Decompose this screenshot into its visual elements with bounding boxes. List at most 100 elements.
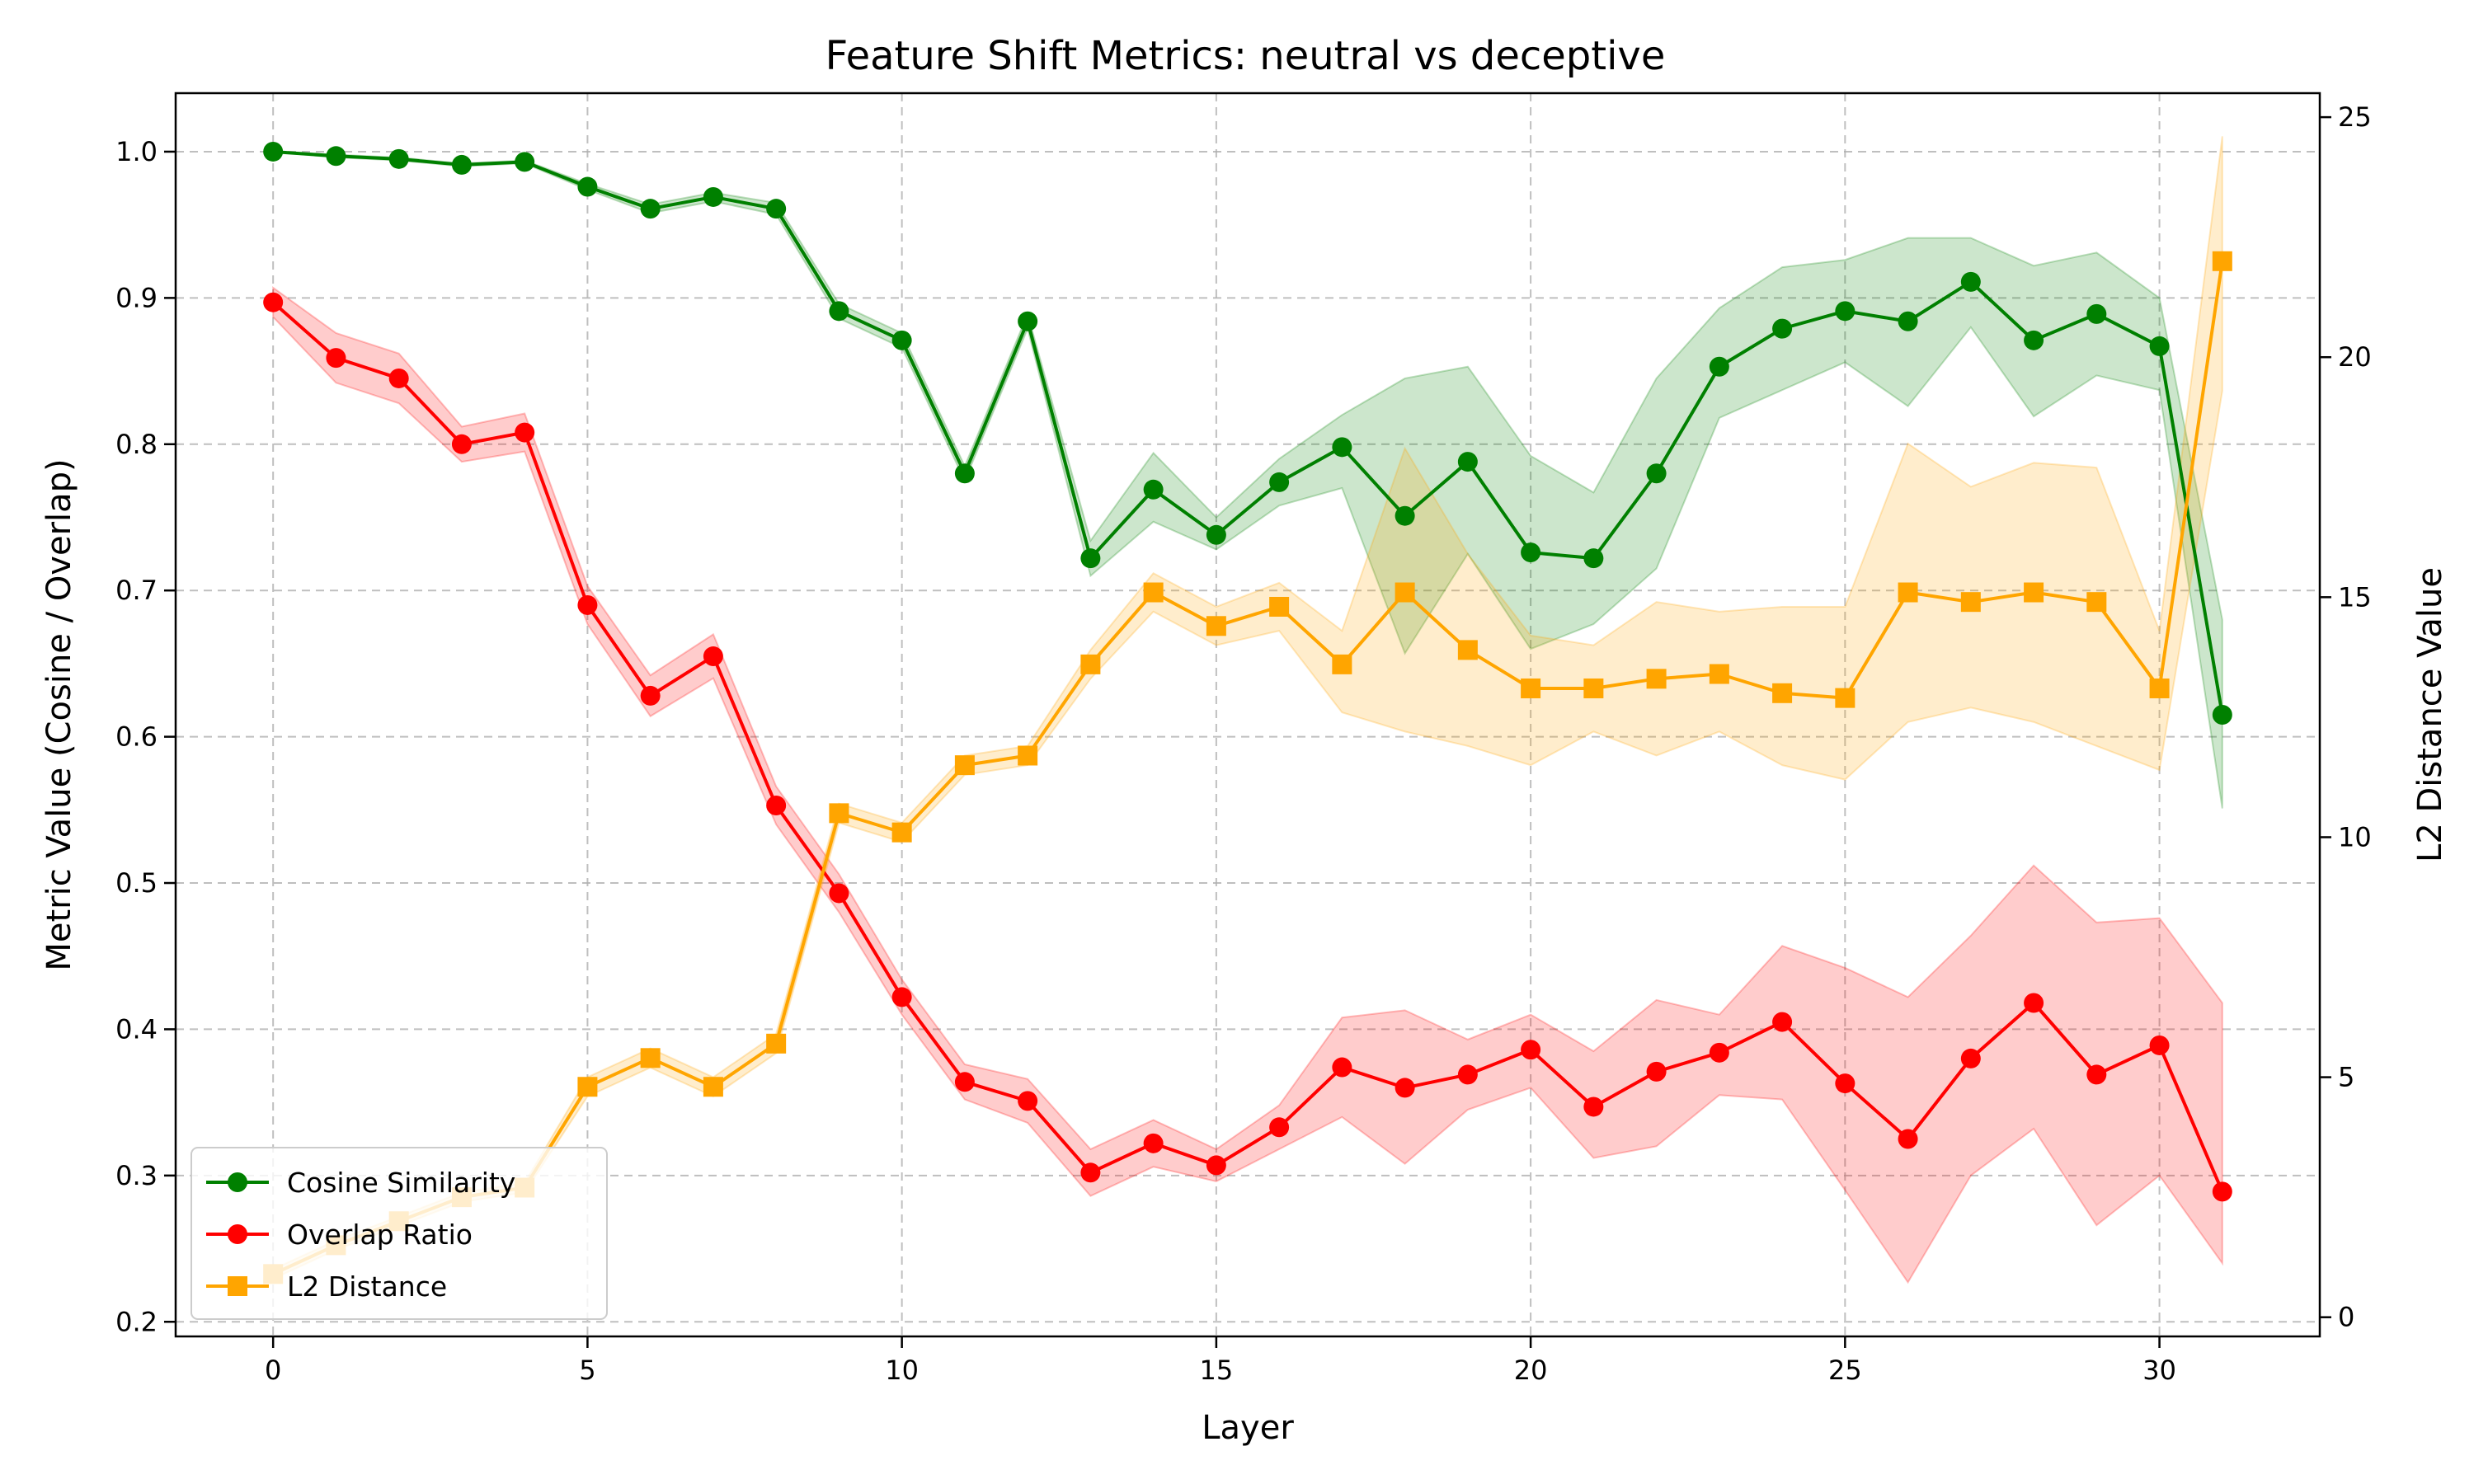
- l2-distance-point: [1018, 745, 1038, 766]
- cosine-similarity-point: [1835, 301, 1856, 322]
- cosine-similarity-point: [2024, 330, 2044, 350]
- l2-distance-point: [1772, 683, 1793, 703]
- overlap-ratio-point: [1332, 1057, 1352, 1078]
- y2-tick-label: 5: [2338, 1062, 2354, 1093]
- overlap-ratio-point: [263, 292, 284, 312]
- y-axis-ticks: 0.2 0.3 0.4 0.5 0.6 0.7 0.8 0.9 1.0: [115, 136, 176, 1337]
- cosine-similarity-point: [1018, 311, 1038, 331]
- gridlines: [176, 93, 2320, 1336]
- y-tick-label: 0.7: [115, 575, 158, 606]
- overlap-ratio-point: [1457, 1064, 1478, 1085]
- cosine-similarity-point: [515, 152, 535, 172]
- l2-distance-point: [1709, 664, 1729, 684]
- cosine-similarity-point: [954, 463, 975, 484]
- l2-distance-point: [2149, 678, 2170, 698]
- overlap-ratio-point: [1521, 1040, 1541, 1060]
- cosine-similarity-point: [1206, 524, 1226, 545]
- l2-distance-point: [1143, 582, 1164, 603]
- overlap-ratio-point: [2149, 1035, 2170, 1055]
- cosine-similarity-point: [1332, 437, 1352, 458]
- cosine-similarity-point: [388, 148, 409, 169]
- overlap-ratio-point: [1018, 1091, 1038, 1111]
- cosine-similarity-point: [1772, 318, 1793, 339]
- overlap-ratio-point: [515, 422, 535, 443]
- overlap-ratio-point: [1960, 1048, 1981, 1068]
- cosine-similarity-point: [1583, 548, 1604, 569]
- overlap-ratio-point: [640, 685, 661, 706]
- overlap-ratio-point: [891, 987, 912, 1007]
- overlap-ratio-point: [2024, 993, 2044, 1013]
- overlap-ratio-point: [1835, 1073, 1856, 1094]
- x-tick-label: 20: [1514, 1355, 1548, 1386]
- y2-axis-ticks: 0 5 10 15 20 25: [2320, 101, 2372, 1333]
- y-tick-label: 0.6: [115, 721, 158, 753]
- l2-distance-point: [577, 1077, 598, 1097]
- overlap-ratio-point: [388, 368, 409, 388]
- legend-label-cosine-similarity: Cosine Similarity: [287, 1167, 515, 1199]
- l2-distance-point: [2086, 592, 2107, 613]
- y-tick-label: 0.2: [115, 1306, 158, 1337]
- l2-distance-point: [1206, 616, 1226, 636]
- y2-tick-label: 10: [2338, 821, 2372, 852]
- y-axis-label: Metric Value (Cosine / Overlap): [40, 458, 78, 970]
- cosine-similarity-point: [1646, 463, 1667, 484]
- overlap-ratio-point: [1772, 1012, 1793, 1032]
- l2-distance-band: [272, 136, 2223, 1280]
- series-lines: [271, 149, 2224, 1276]
- overlap-ratio-point: [1269, 1117, 1290, 1138]
- overlap-ratio-point: [1898, 1129, 1918, 1149]
- cosine-similarity-point: [1395, 505, 1415, 526]
- y2-axis-label: L2 Distance Value: [2411, 567, 2449, 862]
- cosine-similarity-point: [2086, 303, 2107, 324]
- cosine-similarity-point: [1080, 548, 1101, 569]
- legend-entries: Cosine Similarity Overlap Ratio L2 Distanc…: [206, 1167, 515, 1303]
- x-tick-label: 10: [885, 1355, 919, 1386]
- overlap-ratio-point: [2212, 1181, 2232, 1202]
- chart-title: Feature Shift Metrics: neutral vs decept…: [825, 33, 1666, 79]
- cosine-similarity-point: [703, 186, 723, 207]
- cosine-similarity-point: [2212, 705, 2232, 725]
- l2-distance-point: [1646, 669, 1667, 689]
- legend-marker-overlap-ratio: [228, 1224, 247, 1244]
- l2-distance-point: [1457, 640, 1478, 660]
- plot-frame: [174, 92, 2321, 1338]
- y2-tick-label: 0: [2338, 1302, 2354, 1333]
- cosine-similarity-point: [326, 146, 346, 167]
- cosine-similarity-point: [1898, 311, 1918, 331]
- overlap-ratio-point: [703, 646, 723, 667]
- l2-distance-point: [1521, 678, 1541, 698]
- l2-distance-point: [1898, 582, 1918, 603]
- l2-distance-point: [1835, 688, 1856, 708]
- l2-distance-point: [703, 1077, 723, 1097]
- legend-label-l2-distance: L2 Distance: [287, 1270, 447, 1303]
- y-tick-label: 0.3: [115, 1160, 158, 1191]
- cosine-similarity-point: [891, 330, 912, 350]
- x-tick-label: 5: [579, 1355, 595, 1386]
- y-tick-label: 0.5: [115, 867, 158, 899]
- l2-distance-point: [829, 803, 849, 824]
- overlap-ratio-point: [829, 883, 849, 904]
- overlap-ratio-point: [1583, 1097, 1604, 1117]
- overlap-ratio-point: [1395, 1078, 1415, 1098]
- l2-distance-point: [1583, 678, 1604, 698]
- overlap-ratio-point: [2086, 1064, 2107, 1085]
- x-tick-label: 0: [265, 1355, 281, 1386]
- l2-distance-point: [2212, 251, 2232, 271]
- cosine-similarity-line: [273, 149, 2224, 716]
- l2-distance-point: [1960, 592, 1981, 613]
- cosine-similarity-point: [1960, 271, 1981, 292]
- overlap-ratio-point: [766, 795, 787, 815]
- overlap-ratio-point: [954, 1072, 975, 1092]
- y2-tick-label: 25: [2338, 101, 2372, 133]
- l2-distance-point: [1269, 596, 1290, 617]
- cosine-similarity-point: [766, 199, 787, 219]
- l2-distance-point: [766, 1033, 787, 1054]
- l2-distance-point: [2024, 582, 2044, 603]
- y-tick-label: 1.0: [115, 136, 158, 167]
- x-axis-ticks: 0 5 10 15 20 25 30: [265, 1336, 2176, 1386]
- overlap-ratio-point: [326, 348, 346, 369]
- l2-distance-point: [1395, 582, 1415, 603]
- l2-distance-point: [891, 822, 912, 843]
- cosine-similarity-point: [1143, 479, 1164, 500]
